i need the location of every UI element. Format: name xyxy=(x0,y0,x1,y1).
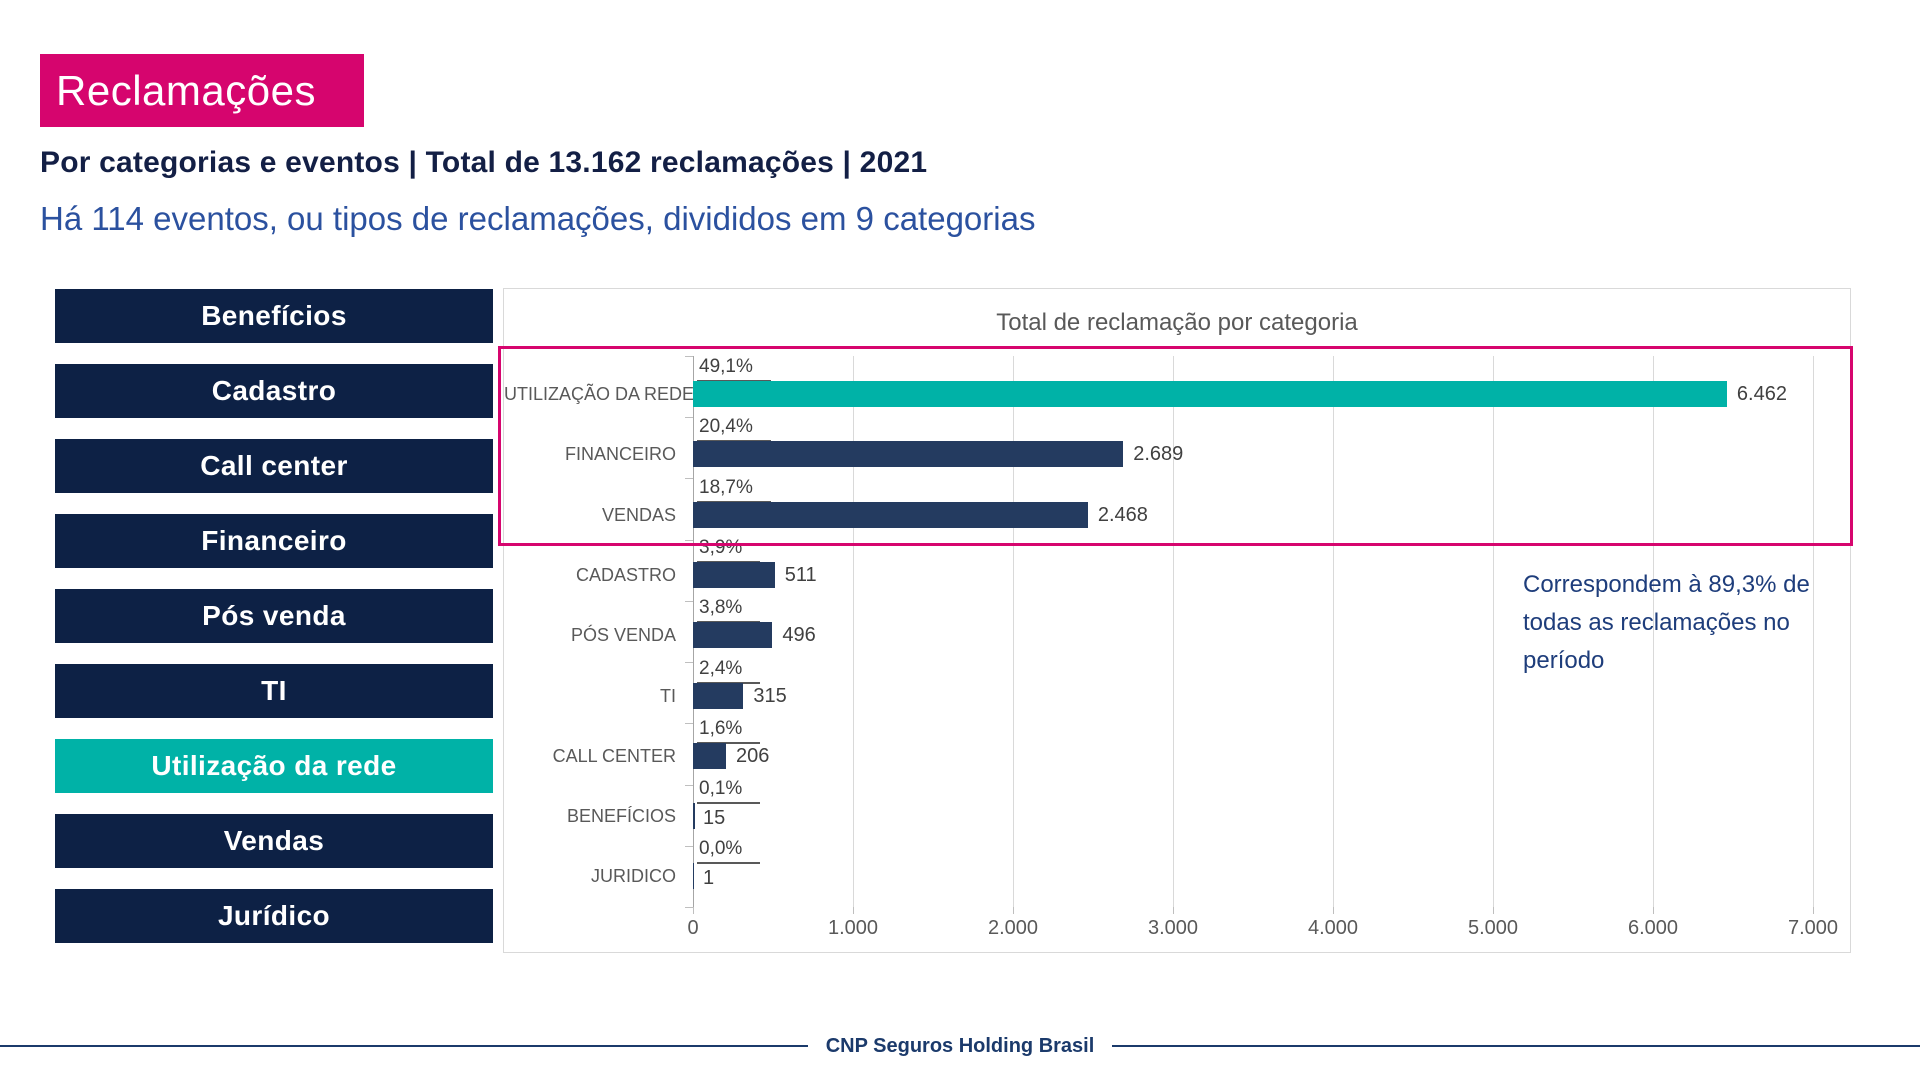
bar-default xyxy=(693,682,744,709)
category-label: FINANCEIRO xyxy=(564,444,676,465)
bar-default xyxy=(693,441,1124,468)
sidebar-item-vendas: Vendas xyxy=(55,814,493,868)
axis-tick xyxy=(853,907,854,914)
footer-rule-right xyxy=(1112,1045,1920,1047)
gridline xyxy=(1493,356,1494,907)
y-axis-tick xyxy=(685,784,693,786)
y-axis-tick xyxy=(685,723,693,725)
footer: CNP Seguros Holding Brasil xyxy=(0,1033,1920,1059)
category-label: PÓS VENDA xyxy=(570,625,676,646)
sidebar-item-cadastro: Cadastro xyxy=(55,364,493,418)
percent-label: 2,4% xyxy=(697,657,761,684)
y-axis-tick xyxy=(685,662,693,664)
page-subtitle: Há 114 eventos, ou tipos de reclamações,… xyxy=(40,200,1036,237)
gridline xyxy=(853,356,854,907)
plot-area: 0 1.000 2.000 3.000 4.000 5.000 6.000 7.000 UTIL… xyxy=(504,289,1850,952)
sidebar-item-beneficios: Benefícios xyxy=(55,289,493,343)
x-axis-label: 1.000 xyxy=(827,917,879,939)
x-axis-label: 7.000 xyxy=(1787,917,1839,939)
highlight-box xyxy=(498,346,1853,546)
x-axis-label: 0 xyxy=(687,917,699,939)
bar-default xyxy=(693,622,773,649)
y-axis-tick xyxy=(685,356,693,357)
slide-tag: Reclamações xyxy=(40,54,364,127)
chart-panel: Total de reclamação por categoria 0 1.000… xyxy=(503,288,1851,953)
x-axis-label: 3.000 xyxy=(1147,917,1199,939)
bar-default xyxy=(693,742,726,769)
axis-tick xyxy=(1813,907,1814,914)
footer-rule-left xyxy=(0,1045,808,1047)
category-label: JURIDICO xyxy=(591,866,676,887)
value-label: 511 xyxy=(784,563,817,586)
axis-tick xyxy=(1333,907,1334,914)
value-label: 1 xyxy=(703,867,715,890)
x-axis-label: 5.000 xyxy=(1467,917,1519,939)
footer-label: CNP Seguros Holding Brasil xyxy=(825,1034,1095,1057)
x-axis-label: 2.000 xyxy=(987,917,1039,939)
percent-label: 3,8% xyxy=(697,596,761,624)
y-axis-tick xyxy=(685,907,693,908)
y-axis-tick xyxy=(685,600,693,602)
gridline xyxy=(1333,356,1334,907)
category-label: UTILIZAÇÃO DA REDE xyxy=(504,384,695,404)
value-label: 206 xyxy=(735,744,770,767)
y-axis-tick xyxy=(685,539,693,541)
bar-default xyxy=(693,803,696,830)
category-label: BENEFÍCIOS xyxy=(566,806,676,827)
sidebar-item-ti: TI xyxy=(55,664,493,718)
bar-default xyxy=(693,501,1088,528)
axis-tick xyxy=(1173,907,1174,914)
gridline xyxy=(1653,356,1654,907)
slide-tag-label: Reclamações xyxy=(56,66,316,114)
category-label: VENDAS xyxy=(601,504,676,525)
category-label: CALL CENTER xyxy=(552,745,676,766)
x-axis-label: 4.000 xyxy=(1307,917,1359,939)
sidebar-item-pos-venda: Pós venda xyxy=(55,589,493,643)
value-label: 6.462 xyxy=(1736,383,1787,405)
value-label: 315 xyxy=(753,684,787,707)
value-label: 2.689 xyxy=(1133,443,1184,466)
gridline xyxy=(1013,356,1014,907)
bar-highlight xyxy=(693,381,1727,407)
sidebar-item-juridico: Jurídico xyxy=(55,889,493,943)
y-axis-tick xyxy=(685,417,693,419)
percent-label: 1,6% xyxy=(697,717,761,744)
y-axis-tick xyxy=(685,845,693,847)
sidebar-item-call-center: Call center xyxy=(55,439,493,493)
value-label: 496 xyxy=(782,624,816,647)
chart-title: Total de reclamação por categoria xyxy=(996,309,1358,336)
page-title: Por categorias e eventos | Total de 13.1… xyxy=(40,146,928,179)
x-axis-label: 6.000 xyxy=(1627,917,1679,939)
y-axis-tick xyxy=(685,478,693,480)
category-sidebar: Benefícios Cadastro Call center Financeiro P… xyxy=(55,289,493,964)
percent-label: 0,1% xyxy=(697,777,761,805)
category-label: CADASTRO xyxy=(575,564,676,585)
axis-tick xyxy=(1493,907,1494,914)
axis-tick xyxy=(1653,907,1654,914)
value-label: 2.468 xyxy=(1097,503,1148,526)
value-label: 15 xyxy=(703,807,726,830)
category-label: TI xyxy=(660,685,676,706)
axis-tick xyxy=(1013,907,1014,914)
gridline xyxy=(1813,356,1814,907)
sidebar-item-utilizacao-da-rede: Utilização da rede xyxy=(55,739,493,793)
gridline xyxy=(1173,356,1174,907)
percent-label: 0,0% xyxy=(697,837,761,865)
bar-default xyxy=(693,561,775,588)
chart-annotation: Correspondem à 89,3% de todas as reclama… xyxy=(1523,571,1810,674)
bar-default xyxy=(693,863,694,890)
axis-tick xyxy=(693,907,694,914)
sidebar-item-financeiro: Financeiro xyxy=(55,514,493,568)
